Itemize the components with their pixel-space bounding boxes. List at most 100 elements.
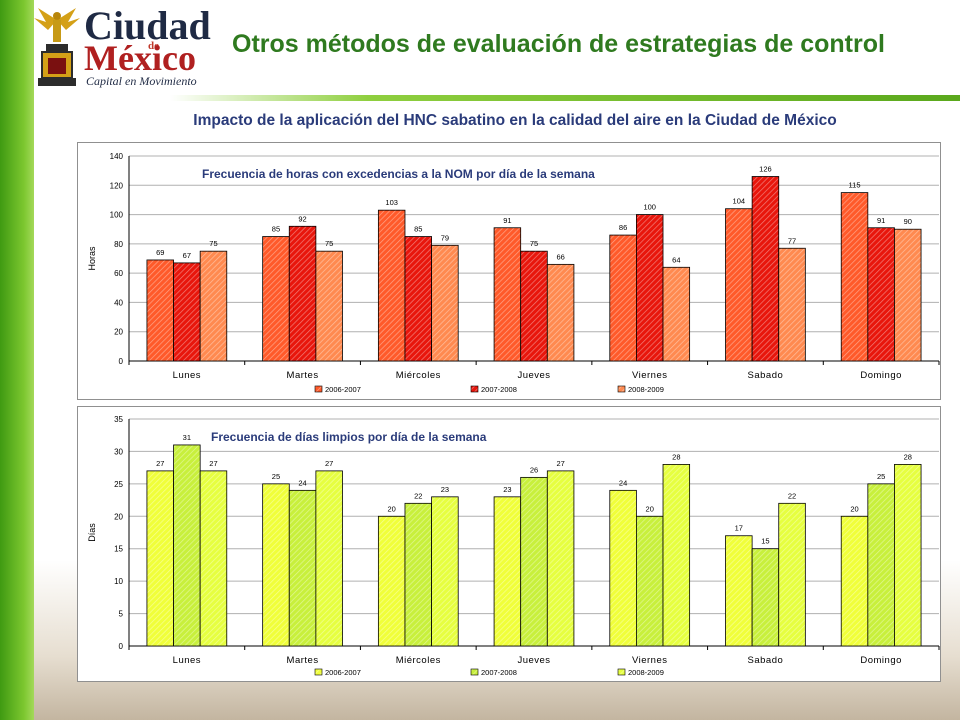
- data-label: 115: [849, 181, 861, 190]
- title-underline-bar: [170, 95, 960, 101]
- y-tick-label: 25: [114, 480, 123, 489]
- y-tick-label: 0: [119, 357, 124, 366]
- data-label: 91: [503, 216, 511, 225]
- legend-label: 2007-2008: [481, 668, 517, 677]
- data-label: 28: [904, 452, 912, 461]
- bar: [315, 470, 343, 647]
- bar: [288, 225, 317, 362]
- legend-swatch: [617, 668, 626, 676]
- y-tick-label: 60: [114, 269, 123, 278]
- bar: [173, 262, 201, 362]
- bar: [431, 244, 459, 362]
- x-tick-label: Martes: [287, 655, 319, 666]
- data-label: 20: [387, 504, 395, 513]
- y-tick-label: 0: [119, 642, 124, 651]
- bar: [404, 502, 432, 647]
- bar: [840, 192, 869, 362]
- bar: [725, 535, 753, 647]
- y-tick-label: 10: [114, 577, 123, 586]
- y-tick-label: 20: [114, 328, 123, 337]
- data-label: 17: [735, 524, 743, 533]
- data-label: 104: [733, 197, 746, 206]
- y-tick-label: 15: [114, 545, 123, 554]
- data-label: 15: [761, 537, 769, 546]
- data-label: 66: [556, 252, 564, 261]
- data-label: 27: [325, 459, 333, 468]
- legend-label: 2006-2007: [325, 668, 361, 677]
- y-tick-label: 140: [110, 152, 124, 161]
- bar: [636, 515, 664, 647]
- data-label: 25: [272, 472, 280, 481]
- x-tick-label: Miércoles: [396, 655, 441, 666]
- bar: [751, 548, 780, 647]
- x-tick-label: Lunes: [173, 370, 201, 381]
- bar: [493, 496, 522, 647]
- data-label: 27: [209, 459, 217, 468]
- bar: [867, 227, 895, 362]
- data-label: 91: [877, 216, 885, 225]
- data-label: 85: [414, 225, 422, 234]
- bar: [894, 464, 922, 647]
- data-label: 23: [441, 485, 449, 494]
- legend-swatch: [617, 385, 626, 393]
- legend-swatch: [470, 668, 479, 676]
- bar: [662, 266, 691, 362]
- data-label: 20: [850, 504, 858, 513]
- y-tick-label: 40: [114, 298, 123, 307]
- data-label: 69: [156, 248, 164, 257]
- y-tick-label: 30: [114, 447, 123, 456]
- bar: [609, 234, 637, 362]
- data-label: 22: [414, 491, 422, 500]
- y-axis-label: Días: [87, 523, 97, 542]
- data-label: 20: [646, 504, 654, 513]
- data-label: 23: [503, 485, 511, 494]
- data-label: 79: [441, 233, 449, 242]
- slide-subtitle: Impacto de la aplicación del HNC sabatin…: [193, 112, 837, 129]
- data-label: 126: [759, 165, 772, 174]
- slide-title: Otros métodos de evaluación de estrategi…: [232, 30, 885, 58]
- data-label: 25: [877, 472, 885, 481]
- x-tick-label: Martes: [287, 370, 319, 381]
- chart-dias-limpios-svg: 0 5 10 15 20 25 30 35 Días 27 31 27 Lunes 25 24 27 Marte…: [87, 415, 940, 677]
- chart-excedencias-horas: 0 20 40 60 80 100 120 140 Horas 69 67 75 Lunes 85 92 75…: [77, 142, 941, 400]
- bar: [377, 515, 406, 647]
- ciudad-de-mexico-logo: Ciudad de México Capital en Movimiento: [32, 2, 217, 94]
- bar: [493, 227, 522, 362]
- legend-label: 2008-2009: [628, 385, 664, 394]
- y-tick-label: 5: [119, 610, 124, 619]
- x-tick-label: Sabado: [748, 370, 784, 381]
- bar: [636, 214, 664, 362]
- x-tick-label: Sabado: [748, 655, 784, 666]
- bar: [377, 209, 406, 362]
- bar: [662, 464, 691, 647]
- data-label: 28: [672, 452, 680, 461]
- data-label: 67: [183, 251, 191, 260]
- y-axis-label: Horas: [87, 246, 97, 271]
- x-tick-label: Jueves: [517, 370, 550, 381]
- x-tick-label: Lunes: [173, 655, 201, 666]
- bar: [751, 176, 780, 362]
- data-label: 24: [619, 478, 627, 487]
- x-tick-label: Viernes: [632, 655, 668, 666]
- data-label: 31: [183, 433, 191, 442]
- data-label: 75: [209, 239, 217, 248]
- bar: [146, 470, 174, 647]
- bar: [778, 247, 806, 362]
- angel-independencia-icon: [34, 8, 80, 86]
- x-tick-label: Domingo: [860, 370, 902, 381]
- legend-label: 2008-2009: [628, 668, 664, 677]
- legend-label: 2007-2008: [481, 385, 517, 394]
- data-label: 75: [325, 239, 333, 248]
- logo-ciudad-text: Ciudad: [84, 3, 211, 48]
- data-label: 86: [619, 223, 627, 232]
- bar: [431, 496, 459, 647]
- data-label: 77: [788, 236, 796, 245]
- data-label: 92: [298, 214, 306, 223]
- y-tick-label: 80: [114, 240, 123, 249]
- legend-swatch: [314, 668, 323, 676]
- bar: [262, 236, 290, 362]
- chart-title: Frecuencia de horas con excedencias a la…: [202, 167, 595, 181]
- bar: [520, 250, 548, 362]
- legend-swatch: [314, 385, 323, 393]
- bar: [778, 502, 806, 647]
